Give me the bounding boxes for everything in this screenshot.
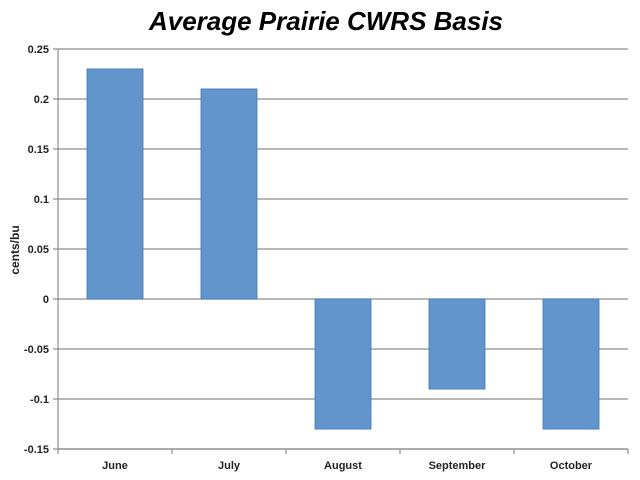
bars [86, 68, 600, 430]
x-tick-label: September [429, 460, 487, 472]
y-axis-label: cents/bu [8, 225, 22, 274]
y-tick-label: 0.05 [28, 244, 49, 256]
bar-august [314, 298, 372, 430]
x-tick-label: October [550, 460, 593, 472]
y-tick-label: -0.05 [24, 344, 49, 356]
y-tick-label: 0.15 [28, 144, 49, 156]
bar-september [428, 298, 486, 390]
y-tick-labels: 0.25 0.2 0.15 0.1 0.05 0 -0.05 -0.1 -0.15 [24, 44, 49, 456]
x-tick-label: June [102, 460, 128, 472]
y-tick-label: -0.1 [30, 394, 49, 406]
y-tick-label: -0.15 [24, 444, 49, 456]
axes [57, 49, 629, 454]
x-tick-labels: June July August September October [102, 460, 593, 472]
x-tick-label: July [218, 460, 241, 472]
y-tick-label: 0.25 [28, 44, 49, 56]
y-tick-label: 0.1 [34, 194, 49, 206]
bar-july [200, 88, 258, 300]
chart-title: Average Prairie CWRS Basis [148, 6, 503, 36]
bar-june [86, 68, 144, 300]
x-tick-label: August [324, 460, 362, 472]
bar-october [542, 298, 600, 430]
y-tick-label: 0 [43, 294, 49, 306]
y-tick-label: 0.2 [34, 94, 49, 106]
